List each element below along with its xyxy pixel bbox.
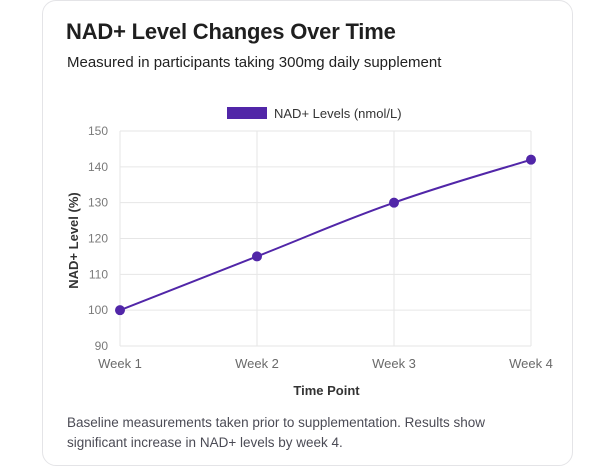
y-tick-label: 140 <box>88 160 108 174</box>
legend: NAD+ Levels (nmol/L) <box>227 106 402 121</box>
legend-label: NAD+ Levels (nmol/L) <box>274 106 402 121</box>
series-layer <box>115 154 536 316</box>
series-line <box>119 158 532 312</box>
chart-subtitle: Measured in participants taking 300mg da… <box>67 54 442 71</box>
data-point <box>115 305 125 316</box>
y-tick-label: 90 <box>95 339 109 353</box>
y-tick-label: 100 <box>88 303 108 317</box>
chart-title: NAD+ Level Changes Over Time <box>66 19 396 44</box>
x-tick-label: Week 4 <box>509 356 553 371</box>
x-tick-label: Week 1 <box>98 356 142 371</box>
y-tick-label: 110 <box>89 267 108 281</box>
data-point <box>389 197 399 208</box>
y-tick-label: 130 <box>88 196 108 210</box>
x-axis-title: Time Point <box>293 383 360 398</box>
y-tick-label: 120 <box>88 232 108 246</box>
x-tick-label: Week 2 <box>235 356 279 371</box>
axes: 90 100 110 120 130 140 150 Week 1 Week 2 Week 3 We… <box>66 124 553 398</box>
chart-footnote: Baseline measurements taken prior to sup… <box>67 415 485 450</box>
legend-swatch <box>227 107 267 119</box>
y-axis-title: NAD+ Level (%) <box>66 192 81 288</box>
data-point <box>252 251 262 262</box>
y-tick-label: 150 <box>88 124 108 138</box>
data-point <box>526 154 536 165</box>
chart-card <box>42 0 573 466</box>
x-tick-label: Week 3 <box>372 356 416 371</box>
grid <box>119 130 532 347</box>
